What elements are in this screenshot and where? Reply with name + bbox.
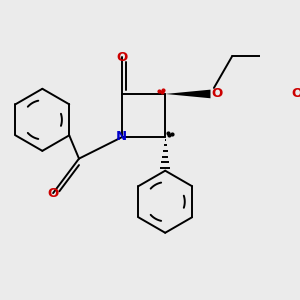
Text: O: O bbox=[47, 187, 59, 200]
Text: O: O bbox=[116, 51, 128, 64]
Text: O: O bbox=[211, 88, 223, 100]
Polygon shape bbox=[165, 90, 211, 98]
Text: N: N bbox=[116, 130, 127, 143]
Text: O: O bbox=[291, 88, 300, 100]
